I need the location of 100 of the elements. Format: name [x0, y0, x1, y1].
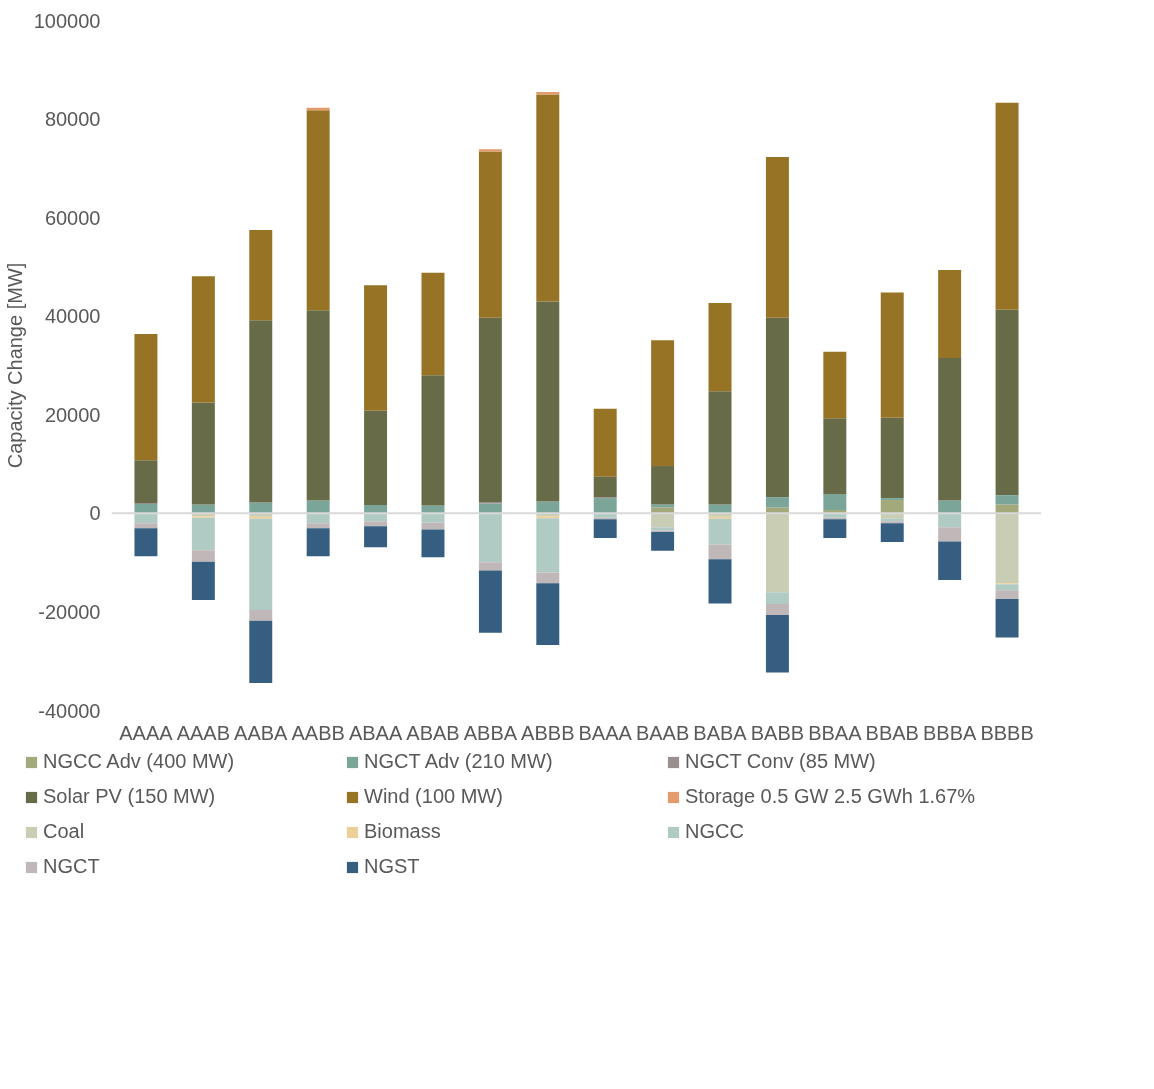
x-tick-label: ABBA: [463, 721, 518, 744]
bar: [191, 517, 215, 551]
bar: [134, 528, 158, 557]
bar: [364, 521, 388, 527]
bar: [536, 583, 560, 645]
bar: [306, 528, 330, 557]
bar: [708, 302, 732, 392]
bar: [478, 151, 502, 318]
bar: [249, 609, 273, 621]
bar: [995, 309, 1019, 496]
x-tick-label: AABB: [291, 721, 345, 744]
x-tick-label: BAAA: [578, 721, 633, 744]
bar: [708, 391, 732, 505]
bar: [134, 333, 158, 461]
bar: [995, 590, 1019, 600]
bar: [651, 504, 675, 508]
y-axis-title: Capacity Change [MW]: [3, 262, 26, 469]
bar: [593, 519, 617, 538]
legend-label: Biomass: [364, 820, 442, 843]
bar: [823, 351, 847, 419]
bar: [421, 522, 445, 530]
legend-label: Wind (100 MW): [364, 785, 504, 808]
bar: [191, 276, 215, 403]
bar: [651, 532, 675, 551]
x-tick-label: BBBA: [922, 721, 977, 744]
x-tick-label: ABAB: [406, 721, 460, 744]
bar: [306, 523, 330, 529]
y-tick-label: 20000: [44, 403, 101, 426]
bar: [880, 417, 904, 499]
bar: [421, 513, 445, 523]
bar: [823, 494, 847, 510]
bar: [880, 523, 904, 542]
y-tick-label: 80000: [44, 108, 101, 131]
x-tick-label: ABAA: [348, 721, 403, 744]
y-tick-label: -40000: [38, 699, 101, 722]
bar: [880, 292, 904, 418]
bar: [708, 559, 732, 604]
bar: [765, 317, 789, 498]
y-tick-label: -20000: [38, 600, 101, 623]
bar: [823, 418, 847, 495]
bar: [938, 269, 962, 359]
legend-label: NGCC: [685, 820, 745, 843]
x-tick-label: BABA: [693, 721, 748, 744]
bar: [478, 570, 502, 633]
bar: [995, 584, 1019, 591]
bar: [364, 285, 388, 411]
bar: [134, 523, 158, 529]
bar: [249, 320, 273, 503]
bar: [995, 495, 1019, 505]
x-tick-label: BABB: [750, 721, 805, 744]
x-tick-label: BAAB: [635, 721, 690, 744]
bar: [306, 310, 330, 501]
bar: [536, 94, 560, 302]
bar: [651, 340, 675, 467]
bar: [134, 513, 158, 524]
bar: [306, 513, 330, 524]
bar: [421, 529, 445, 558]
x-tick-label: AABA: [234, 721, 289, 744]
bar: [651, 513, 675, 528]
y-tick-label: 40000: [44, 305, 101, 328]
bar: [593, 476, 617, 498]
bar: [249, 518, 273, 610]
y-tick-label: 100000: [33, 9, 101, 32]
x-tick-label: ABBB: [521, 721, 575, 744]
bar: [249, 620, 273, 683]
x-tick-label: BBAB: [865, 721, 919, 744]
bar: [593, 498, 617, 514]
bar: [306, 110, 330, 311]
bar: [995, 102, 1019, 310]
bar: [938, 541, 962, 580]
bar: [995, 513, 1019, 584]
bar: [938, 527, 962, 542]
bar: [536, 572, 560, 584]
bar: [478, 317, 502, 503]
bar: [823, 519, 847, 538]
x-tick-label: AAAB: [176, 721, 231, 744]
bar: [421, 375, 445, 506]
bar: [536, 301, 560, 502]
bar: [191, 561, 215, 601]
bar: [765, 604, 789, 615]
legend-label: NGCC Adv (400 MW): [43, 750, 236, 773]
bar: [421, 272, 445, 376]
legend-label: Storage 0.5 GW 2.5 GWh 1.67%: [685, 785, 976, 808]
legend-label: NGCT Adv (210 MW): [364, 750, 554, 773]
bar: [191, 402, 215, 505]
bar: [708, 518, 732, 545]
bar: [938, 358, 962, 501]
bar: [593, 408, 617, 477]
x-tick-label: AAAA: [119, 721, 174, 744]
bar: [938, 513, 962, 528]
bar: [134, 460, 158, 504]
bar: [249, 229, 273, 321]
bar: [364, 410, 388, 505]
bar: [651, 466, 675, 505]
bar: [364, 526, 388, 548]
legend-label: NGCT Conv (85 MW): [685, 750, 877, 773]
bar: [191, 550, 215, 562]
bar: [995, 599, 1019, 638]
y-tick-label: 60000: [44, 206, 101, 229]
bar: [765, 157, 789, 318]
